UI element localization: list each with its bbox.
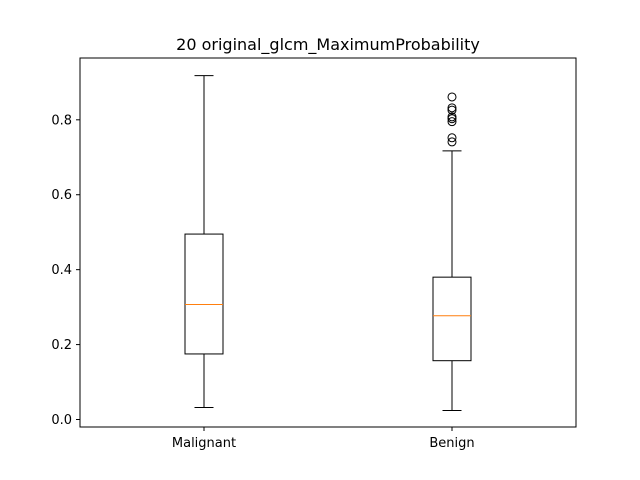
y-axis: 0.0 0.2 0.4 0.6 0.8 <box>51 113 80 428</box>
y-tick-label: 0.0 <box>51 413 72 428</box>
outlier-point <box>447 137 457 147</box>
outlier-point <box>447 112 457 122</box>
y-tick-label: 0.8 <box>51 113 72 128</box>
x-tick-label-benign: Benign <box>429 436 474 451</box>
outlier-point <box>447 133 457 143</box>
iqr-box <box>184 233 224 355</box>
y-tick-label: 0.2 <box>51 338 72 353</box>
box-group-benign <box>432 92 472 412</box>
box-group-malignant <box>184 75 224 409</box>
plot-marks <box>184 75 472 412</box>
x-axis: Malignant Benign <box>172 427 475 451</box>
outlier-point <box>447 103 457 113</box>
x-tick-label-malignant: Malignant <box>172 436 236 451</box>
y-tick-label: 0.4 <box>51 263 72 278</box>
chart-title: 20 original_glcm_MaximumProbability <box>176 35 480 55</box>
axes-frame <box>79 57 577 428</box>
outlier-point <box>447 92 457 102</box>
outlier-point <box>447 117 457 127</box>
y-tick-label: 0.6 <box>51 188 72 203</box>
iqr-box <box>432 276 472 362</box>
outlier-point <box>447 105 457 115</box>
